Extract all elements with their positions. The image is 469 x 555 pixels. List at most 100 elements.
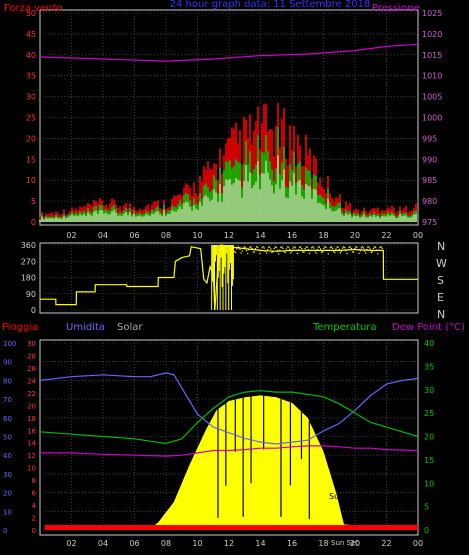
wind-direction-noise [296,252,299,255]
wind-direction-noise [255,246,258,248]
wind-direction-noise [279,249,281,251]
wind-direction-noise [352,251,355,253]
rain-y-tick-label: 6 [32,490,37,498]
temperature-y-tick-label: 0 [424,526,429,535]
direction-panel-frame [39,242,419,314]
wind-direction-noise [287,246,290,248]
climate-x-tick-label: 14 [255,539,265,548]
wind-direction-noise [251,247,253,250]
climate-x-tick-label: 02 [66,539,76,548]
climate-x-tick-label: 12 [224,539,234,548]
wind-x-tick-label: 06 [129,231,139,240]
wind-direction-noise [288,248,291,251]
pressure-y-tick-label: 980 [422,197,437,206]
wind-direction-noise [253,251,256,253]
rain-label: Pioggia [2,322,38,333]
wind-direction-noise [294,247,296,249]
wind-direction-noise [376,249,378,251]
pressure-y-tick-label: 995 [422,134,437,143]
wind-direction-noise [303,251,305,253]
chart-title: 24 hour graph data: 11 Settembre 2018 [170,0,371,10]
wind-direction-noise [326,249,328,251]
wind-direction-noise [319,248,322,250]
rain-y-tick-label: 2 [32,515,36,523]
wind-direction-noise [229,249,231,251]
wind-direction-noise [312,246,314,248]
rain-y-tick-label: 28 [27,352,36,360]
solar-label: Solar [117,322,143,333]
wind-direction-noise [379,246,381,249]
wind-direction-noise [301,247,303,250]
wind-direction-noise [368,246,370,248]
wind-direction-noise [286,246,289,248]
wind-direction-noise [328,249,331,251]
wind-direction-noise [367,246,369,248]
pressure-y-tick-label: 1010 [422,72,442,81]
sun-rise-label: Sun Rise [132,492,167,501]
wind-x-tick-label: 04 [98,231,108,240]
rain-y-tick-label: 16 [27,427,36,435]
wind-direction-noise [284,251,286,254]
wind-direction-noise [277,253,280,255]
wind-y-tick-label: 10 [26,176,36,185]
wind-direction-noise [333,250,335,253]
wind-direction-noise [378,249,380,251]
wind-direction-noise [314,250,316,252]
climate-x-tick-label: 00 [413,539,423,548]
wind-direction-noise [344,247,346,249]
wind-direction-noise [338,248,340,251]
temperature-label: Temperatura [312,322,377,333]
climate-x-tick-label: 22 [381,539,391,548]
wind-direction-noise [371,250,374,253]
wind-x-tick-label: 20 [350,231,360,240]
wind-direction-noise [356,246,358,249]
wind-y-tick-label: 25 [26,114,36,123]
wind-direction-noise [372,247,375,250]
wind-direction-noise [256,246,259,249]
wind-direction-noise [315,252,317,254]
wind-direction-noise [281,246,283,248]
wind-y-tick-label: 20 [26,134,36,143]
humidity-y-tick-label: 20 [3,490,12,498]
wind-direction-noise [347,249,349,251]
wind-x-tick-label: 00 [413,231,423,240]
wind-direction-noise [280,246,282,249]
wind-direction-noise [322,250,324,253]
pressure-y-tick-label: 1015 [422,51,442,60]
wind-direction-noise [320,251,323,254]
temperature-y-tick-label: 15 [424,456,434,465]
wind-direction-noise [341,247,344,249]
wind-direction-noise [230,246,232,249]
compass-w: W [436,257,447,270]
wind-direction-noise [377,253,379,255]
wind-direction-line [40,244,418,311]
humidity-line [39,372,419,445]
wind-direction-noise [283,250,285,253]
wind-direction-noise [342,246,345,248]
direction-y-tick-label: 180 [21,274,36,283]
wind-direction-noise [380,246,382,248]
wind-direction-noise [302,251,304,253]
temperature-y-tick-label: 10 [424,479,434,488]
wind-force-label: Forza vento [4,3,63,14]
rain-y-tick-label: 8 [32,477,36,485]
wind-direction-noise [264,250,267,252]
wind-direction-noise [282,247,284,250]
wind-y-tick-label: 50 [26,9,36,18]
pressure-y-tick-label: 1005 [422,93,442,102]
rain-y-tick-label: 20 [27,402,36,410]
temperature-y-tick-label: 25 [424,409,434,418]
wind-direction-noise [297,249,300,251]
wind-direction-noise [324,246,326,248]
wind-y-tick-label: 30 [26,93,36,102]
wind-x-tick-label: 12 [224,231,234,240]
wind-direction-noise [363,250,366,252]
wind-direction-noise [238,246,240,248]
wind-direction-noise [370,251,372,254]
wind-direction-noise [269,246,271,248]
wind-direction-noise [270,248,272,250]
wind-direction-noise [365,252,367,254]
wind-direction-noise [336,246,338,248]
wind-y-tick-label: 35 [26,72,36,81]
